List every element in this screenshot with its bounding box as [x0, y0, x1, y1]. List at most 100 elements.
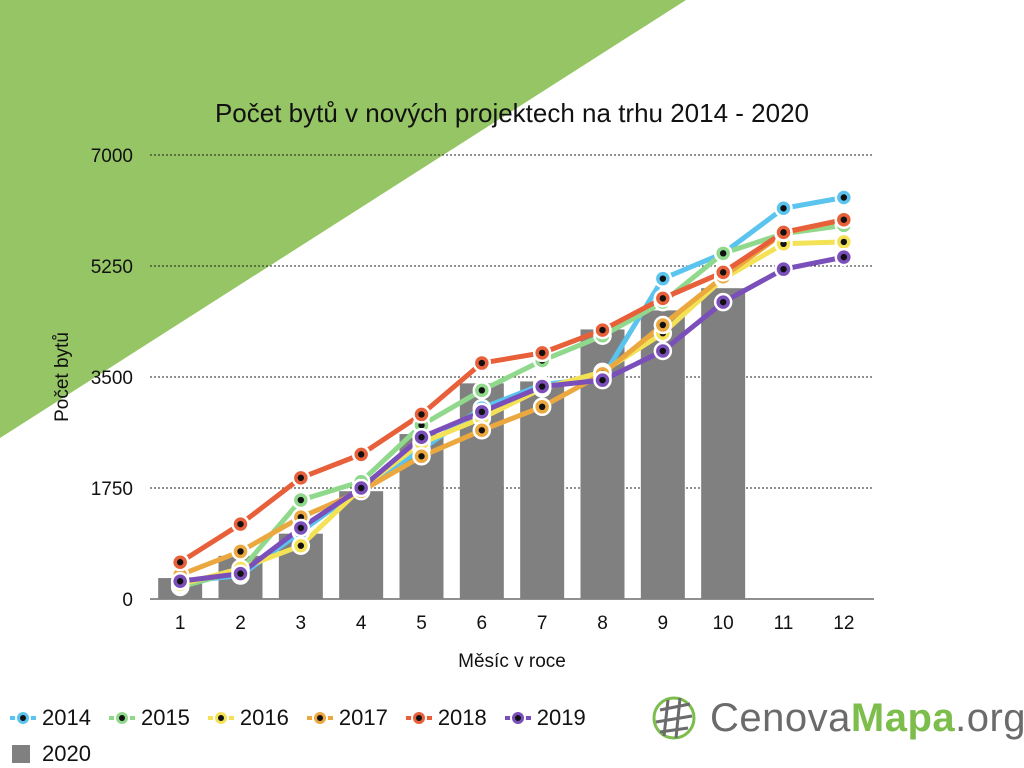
- legend-label: 2017: [338, 705, 388, 730]
- x-tick-label: 10: [713, 613, 734, 634]
- chart-title: Počet bytů v nových projektech na trhu 2…: [215, 98, 809, 128]
- logo-text-org: .org: [955, 695, 1024, 740]
- point-center-2019: [297, 524, 305, 532]
- x-tick-label: 1: [175, 613, 186, 634]
- point-center-2015: [418, 422, 425, 429]
- x-axis-label: Měsíc v roce: [458, 651, 566, 672]
- series-line-2014: [177, 194, 847, 585]
- legend-line-marker: [207, 710, 234, 726]
- point-center-2018: [297, 474, 305, 482]
- x-tick-label: 11: [774, 613, 794, 634]
- legend-label: 2016: [239, 705, 289, 730]
- legend-item-2014: 2014: [10, 705, 91, 730]
- logo-text-mapa: Mapa: [850, 695, 956, 740]
- globe-grid-icon: [652, 696, 696, 740]
- point-center-2015: [297, 496, 305, 504]
- legend-swatch-center: [217, 715, 224, 721]
- point-center-2016: [297, 542, 305, 549]
- legend-item-2020: 2020: [10, 741, 91, 766]
- legend-swatch-center: [118, 715, 125, 721]
- logo-text: CenovaMapa.org: [710, 696, 1024, 741]
- point-center-2017: [237, 548, 244, 555]
- legend-label: 2019: [536, 705, 586, 730]
- point-center-2018: [237, 520, 244, 528]
- point-center-2019: [176, 578, 184, 585]
- series-line-2018: [177, 217, 847, 565]
- background-green-triangle: [0, 0, 686, 438]
- point-center-2019: [840, 253, 848, 261]
- line-series: [170, 188, 854, 597]
- series-line-2016: [177, 239, 847, 587]
- point-center-2019: [478, 408, 486, 416]
- x-tick-label: 6: [477, 613, 488, 634]
- point-center-2018: [719, 269, 727, 276]
- y-tick-label: 1750: [91, 479, 133, 500]
- legend-line-marker: [306, 710, 333, 726]
- y-tick-label: 7000: [91, 146, 133, 167]
- point-center-2018: [599, 326, 606, 334]
- logo-text-cenova: Cenova: [710, 695, 851, 740]
- legend-label: 2020: [42, 741, 91, 766]
- legend-line-marker: [405, 710, 432, 726]
- point-center-2018: [176, 559, 184, 566]
- legend-swatch-center: [20, 715, 26, 721]
- legend-bar-marker: [12, 745, 30, 763]
- bar-2020: [701, 288, 746, 599]
- x-tick-label: 7: [537, 613, 548, 634]
- bar-2020: [520, 381, 565, 599]
- y-axis-label: Počet bytů: [52, 332, 73, 422]
- y-tick-label: 3500: [91, 368, 133, 389]
- legend-item-2018: 2018: [405, 705, 487, 730]
- series-line-2017: [177, 217, 847, 578]
- point-center-2019: [599, 376, 606, 384]
- series-line-2015: [177, 222, 847, 590]
- point-center-2018: [357, 451, 365, 458]
- legend-swatch-center: [316, 715, 323, 721]
- legend-swatch-center: [514, 715, 521, 721]
- y-tick-label: 5250: [91, 257, 133, 278]
- point-center-2019: [237, 570, 244, 577]
- point-center-2016: [780, 240, 787, 247]
- point-center-2018: [659, 295, 667, 302]
- x-tick-label: 2: [235, 613, 246, 634]
- legend-swatch-center: [415, 715, 422, 721]
- legend-label: 2015: [140, 705, 190, 730]
- logo: CenovaMapa.org: [646, 688, 1024, 748]
- legend-item-2016: 2016: [207, 705, 289, 730]
- point-center-2017: [418, 453, 425, 460]
- legend-label: 2018: [437, 705, 487, 730]
- point-center-2017: [478, 427, 486, 434]
- point-center-2015: [719, 250, 727, 257]
- x-tick-label: 8: [597, 613, 608, 634]
- legend-line-marker: [108, 710, 135, 726]
- point-center-2016: [840, 238, 848, 246]
- point-center-2019: [659, 347, 667, 355]
- x-tick-label: 12: [833, 613, 854, 634]
- point-center-2018: [780, 229, 787, 236]
- point-center-2018: [418, 411, 425, 418]
- point-center-2017: [538, 403, 546, 411]
- point-center-2019: [418, 434, 425, 441]
- point-center-2014: [780, 205, 787, 212]
- legend: 2014 2015 2016 2017 2018 2019 2020: [10, 705, 650, 766]
- point-center-2015: [478, 387, 486, 394]
- y-tick-labels: 0 1750 3500 5250 7000: [91, 146, 133, 611]
- legend-label: 2014: [42, 705, 91, 730]
- point-center-2017: [297, 513, 305, 521]
- x-tick-labels: 1 2 3 4 5 6 7 8 9 10 11 12: [175, 613, 855, 634]
- legend-line-marker: [504, 710, 531, 726]
- point-center-2019: [780, 265, 787, 273]
- point-center-2019: [538, 383, 546, 390]
- point-center-2019: [719, 298, 727, 306]
- legend-item-2015: 2015: [108, 705, 190, 730]
- x-tick-label: 5: [416, 613, 427, 634]
- point-center-2014: [659, 275, 667, 282]
- y-tick-label: 0: [122, 590, 133, 611]
- point-center-2018: [840, 216, 848, 223]
- legend-item-2017: 2017: [306, 705, 388, 730]
- point-center-2018: [478, 359, 486, 367]
- legend-line-marker: [10, 710, 36, 726]
- point-center-2017: [659, 321, 667, 329]
- x-tick-label: 3: [296, 613, 307, 634]
- legend-item-2019: 2019: [504, 705, 586, 730]
